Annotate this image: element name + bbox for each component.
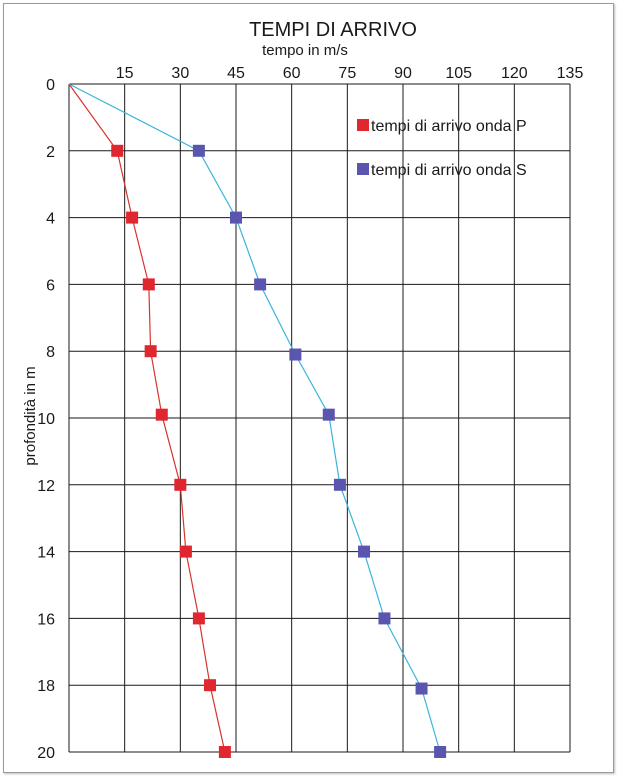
- y-tick-label-8: 8: [46, 344, 55, 361]
- chart-frame: [3, 3, 614, 773]
- data-point-p-wave-8: [204, 679, 217, 692]
- data-point-s-wave-2: [254, 278, 267, 291]
- y-tick-label-18: 18: [37, 678, 55, 695]
- data-point-s-wave-1: [230, 211, 242, 224]
- y-tick-label-4: 4: [46, 211, 55, 228]
- x-tick-label-60: 60: [283, 65, 301, 82]
- data-point-p-wave-3: [144, 345, 157, 358]
- y-tick-labels: 0 2 4 6 8 10 12 14 16 18 20: [37, 77, 55, 762]
- x-tick-label-30: 30: [171, 65, 189, 82]
- y-tick-label-14: 14: [37, 545, 55, 562]
- data-point-p-wave-7: [192, 612, 205, 625]
- y-tick-label-10: 10: [37, 411, 55, 428]
- data-point-s-wave-7: [378, 612, 391, 625]
- data-point-s-wave-3: [289, 348, 302, 361]
- data-point-p-wave-2: [142, 278, 155, 291]
- legend-label-p-wave: tempi di arrivo onda P: [371, 118, 527, 135]
- y-tick-label-2: 2: [46, 144, 55, 161]
- y-axis-label: profondità in m: [22, 366, 39, 465]
- legend-label-s-wave: tempi di arrivo onda S: [371, 162, 527, 179]
- legend-swatch-p-wave: [357, 119, 369, 131]
- y-tick-label-6: 6: [46, 277, 55, 294]
- data-point-p-wave-6: [179, 545, 192, 558]
- data-point-p-wave-1: [126, 211, 139, 224]
- x-tick-label-120: 120: [501, 65, 528, 82]
- x-tick-label-105: 105: [445, 65, 472, 82]
- grid-lines: [68, 83, 571, 753]
- y-tick-label-0: 0: [46, 77, 55, 94]
- data-point-p-wave-4: [155, 408, 168, 421]
- x-tick-label-15: 15: [116, 65, 134, 82]
- x-axis-label: tempo in m/s: [262, 42, 348, 59]
- y-tick-label-16: 16: [37, 611, 55, 628]
- data-point-p-wave-9: [218, 746, 231, 758]
- series-points: [111, 144, 447, 758]
- x-tick-label-75: 75: [338, 65, 356, 82]
- data-point-s-wave-8: [415, 682, 428, 695]
- data-point-s-wave-9: [434, 746, 447, 758]
- x-tick-label-135: 135: [557, 65, 584, 82]
- legend-swatch-s-wave: [357, 163, 369, 175]
- data-point-s-wave-0: [192, 144, 205, 157]
- data-point-p-wave-0: [111, 144, 124, 157]
- data-point-s-wave-5: [333, 478, 346, 491]
- x-tick-labels: 15 30 45 60 75 90 105 120 135: [116, 65, 584, 82]
- data-point-p-wave-5: [174, 478, 187, 491]
- legend: tempi di arrivo onda P tempi di arrivo o…: [357, 118, 527, 179]
- x-tick-label-45: 45: [227, 65, 245, 82]
- y-tick-label-12: 12: [37, 478, 55, 495]
- x-tick-label-90: 90: [394, 65, 412, 82]
- chart-title: TEMPI DI ARRIVO: [249, 19, 417, 41]
- y-tick-label-20: 20: [37, 745, 55, 762]
- data-point-s-wave-6: [358, 545, 371, 558]
- data-point-s-wave-4: [322, 408, 335, 421]
